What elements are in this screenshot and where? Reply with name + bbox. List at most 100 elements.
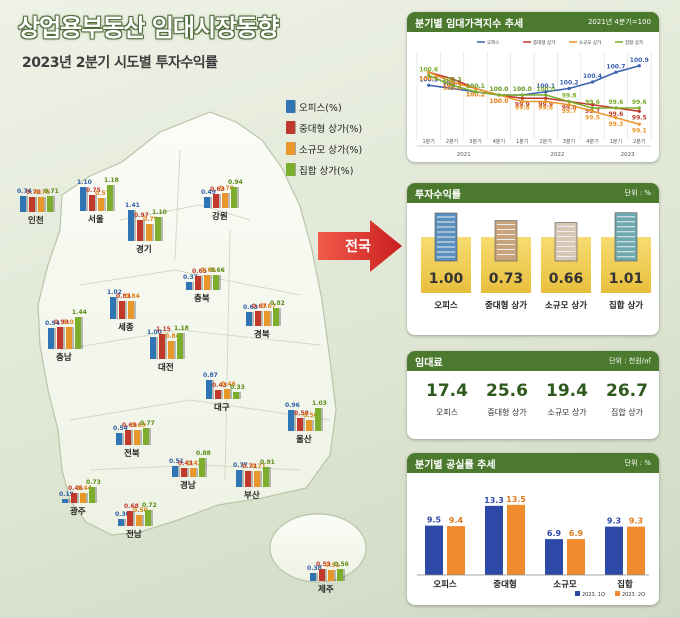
region-bar-value: 0.72 — [142, 502, 157, 510]
legend-series-name: 2023. 1Q — [582, 592, 605, 598]
series-value-label: 100.4 — [583, 73, 602, 80]
region-bar — [150, 337, 158, 359]
vacancy-bar — [485, 505, 503, 575]
legend: 오피스(%) 중대형 상가(%) 소규모 상가(%) 집합 상가(%) — [286, 96, 362, 180]
region-bar-value: 1.00 — [147, 329, 162, 336]
series-value-label: 99.6 — [608, 99, 623, 106]
arrow-icon: 전국 — [318, 220, 402, 272]
region-bar-chart: 1.02 0.83 0.84 세종 — [107, 283, 180, 333]
series-point — [614, 70, 618, 74]
region-bar — [231, 187, 239, 208]
x-tick-label: 3분기 — [563, 138, 575, 145]
investment-return-panel: 투자수익률 단위 : % 1.00 오피스 0.73 중대형 상가 0.66 소규모 상가 1… — [407, 183, 659, 335]
region-bar — [89, 486, 97, 504]
region-bar-value: 1.10 — [152, 208, 167, 216]
region-bar — [213, 194, 221, 208]
vacancy-unit: 단위 : % — [624, 459, 651, 467]
series-point — [450, 86, 454, 91]
region-name: 경남 — [180, 481, 196, 491]
series-point — [590, 80, 595, 84]
region-name: 서울 — [88, 215, 104, 225]
series-value-label: 100.2 — [466, 92, 485, 99]
region-bar-value: 0.91 — [260, 458, 275, 466]
region-bar-value: 0.49 — [201, 189, 216, 197]
region-bar-value: 1.10 — [77, 178, 92, 186]
series-value-label: 99.5 — [632, 114, 647, 121]
series-value-label: 99.8 — [515, 105, 530, 112]
region-bar-chart: 0.63 0.67 0.67 0.82 경북 — [243, 290, 316, 340]
region-bar-chart: 0.74 0.70 0.70 0.71 인천 — [17, 176, 90, 226]
legend-label: 중대형 상가(%) — [299, 123, 363, 135]
region-bar-value: 0.43 — [178, 459, 193, 467]
series-value-label: 100.0 — [489, 98, 508, 105]
series-value-label: 100.6 — [419, 67, 438, 74]
legend-item: 중대형 상가(%) — [286, 117, 362, 138]
rent-index-title: 분기별 임대가격지수 추세 — [415, 18, 524, 30]
region-bar-value: 0.84 — [165, 332, 180, 340]
investment-return-title: 투자수익률 — [415, 189, 461, 201]
region-bar — [246, 312, 254, 326]
region-bar-value: 0.43 — [187, 459, 202, 467]
legend-series-name: 집합 상가 — [625, 39, 643, 46]
region-bar-chart: 0.51 0.43 0.43 0.88 경남 — [169, 441, 242, 491]
legend-item: 오피스(%) — [286, 96, 362, 117]
region-bar — [264, 311, 272, 326]
region-bar — [137, 219, 145, 242]
series-value-label: 100.7 — [419, 75, 438, 82]
series-point — [637, 122, 641, 126]
series-point — [427, 73, 431, 78]
x-tick-label: 2분기 — [540, 138, 552, 145]
investment-value: 1.00 — [428, 271, 464, 287]
vacancy-bar — [425, 525, 443, 575]
region-bar — [110, 296, 118, 320]
rent-unit: 단위 : 천원/㎡ — [609, 357, 651, 365]
series-value-label: 99.6 — [632, 99, 647, 106]
region-name: 대구 — [214, 403, 230, 413]
rent-item: 17.4 오피스 — [419, 381, 475, 418]
page-subtitle: 2023년 2분기 시도별 투자수익률 — [22, 55, 218, 71]
series-point — [544, 99, 548, 104]
region-name: 전남 — [126, 530, 142, 540]
region-bar-chart: 0.54 0.69 0.69 0.77 전북 — [113, 409, 186, 459]
series-point — [544, 93, 548, 97]
legend-item: 집합 상가(%) — [286, 159, 362, 180]
region-bar-value: 0.63 — [210, 186, 225, 194]
region-bar — [222, 192, 230, 209]
region-bar — [128, 300, 136, 320]
series-point — [614, 106, 618, 110]
series-value-label: 99.9 — [538, 101, 553, 108]
region-bar-value: 0.71 — [44, 188, 59, 196]
building-icon — [614, 212, 638, 262]
region-bar — [127, 511, 135, 526]
building-icon — [494, 220, 518, 262]
region-bar-chart: 0.30 0.68 0.50 0.72 전남 — [115, 490, 188, 540]
vacancy-value-label: 9.4 — [449, 516, 464, 525]
series-point — [497, 93, 501, 97]
series-value-label: 100.2 — [560, 80, 579, 87]
region-bar — [89, 194, 97, 211]
series-value-label: 99.6 — [608, 111, 623, 118]
region-bar-value: 0.73 — [86, 478, 101, 486]
investment-category: 소규모 상가 — [544, 301, 588, 311]
rent-value: 25.6 — [486, 381, 528, 401]
series-point — [427, 83, 431, 87]
region-bar — [38, 196, 46, 213]
region-bar-value: 0.96 — [285, 401, 300, 409]
region-bar — [328, 569, 336, 582]
region-name: 울산 — [296, 435, 312, 445]
series-point — [590, 103, 595, 107]
rent-title: 임대료 — [415, 357, 443, 369]
x-tick-label: 4분기 — [586, 138, 598, 145]
investment-value: 0.66 — [548, 271, 584, 287]
region-bar — [310, 572, 318, 582]
legend-swatch — [575, 591, 580, 596]
region-bar-value: 0.75 — [86, 186, 101, 194]
series-line — [428, 64, 640, 96]
vacancy-bar-chart: 9.5 9.4 오피스 13.3 13.5 중대형 6.9 6.9 소규모 9.3 9.3 집합 202… — [417, 495, 649, 598]
region-bar — [71, 492, 79, 504]
series-value-label: 99.8 — [562, 93, 577, 100]
rent-panel: 임대료 단위 : 천원/㎡ 17.4 오피스 25.6 중대형 상가 19.4 소규모 상가… — [407, 351, 659, 439]
series-point — [567, 86, 571, 91]
series-value-label: 100.7 — [606, 63, 625, 70]
